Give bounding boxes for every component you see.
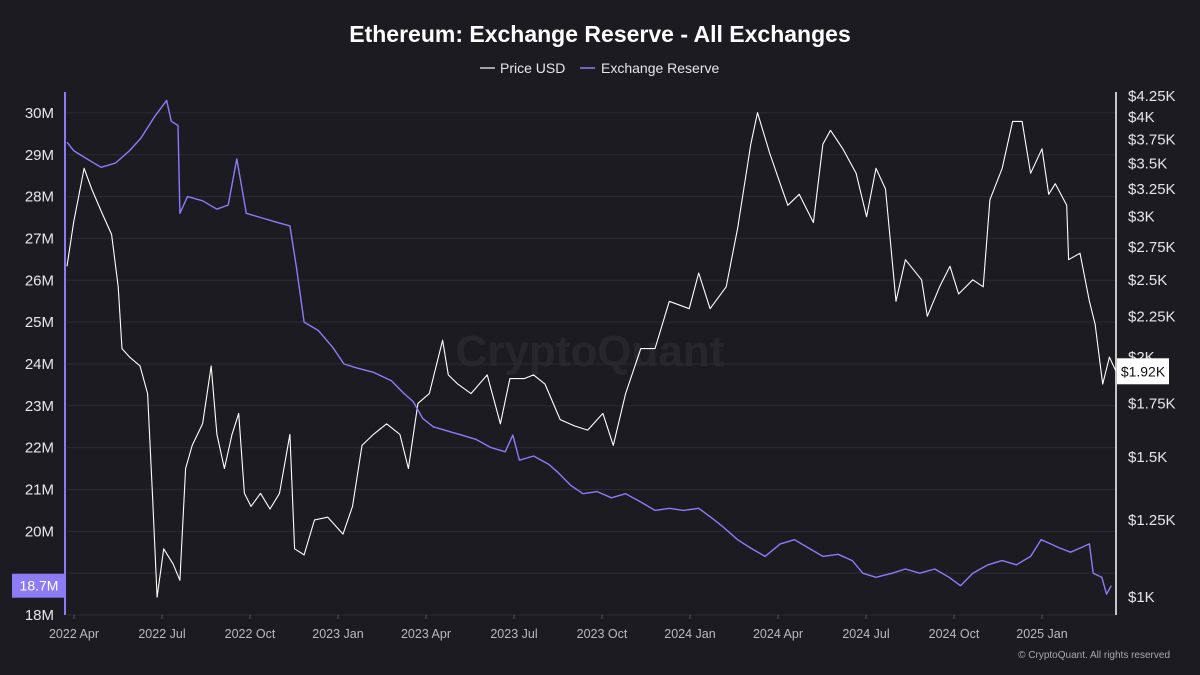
left-tick-label: 18M [25, 607, 54, 624]
x-tick-label: 2023 Jan [312, 627, 363, 641]
copyright: © CryptoQuant. All rights reserved [1018, 650, 1170, 661]
chart-title: Ethereum: Exchange Reserve - All Exchang… [349, 21, 851, 47]
left-tick-label: 29M [25, 147, 54, 164]
legend-reserve-label[interactable]: Exchange Reserve [601, 60, 720, 76]
x-tick-label: 2025 Jan [1016, 627, 1067, 641]
gridlines [67, 112, 1116, 616]
right-tick-label: $2.5K [1128, 272, 1167, 289]
x-tick-label: 2024 Jul [842, 627, 889, 641]
right-y-axis: $1K$1.25K$1.5K$1.75K$2K$2.25K$2.5K$2.75K… [1115, 88, 1176, 615]
right-tick-label: $1.75K [1128, 395, 1176, 412]
right-tick-label: $3.5K [1128, 155, 1167, 172]
price-current-badge [1117, 358, 1169, 385]
right-tick-label: $2.25K [1128, 308, 1176, 325]
left-tick-label: 24M [25, 356, 54, 373]
value-badges: 18.7M $1.92K [12, 358, 1169, 598]
left-y-axis: 18M 20M 21M 22M 23M 24M 25M 26M 27M 28M 29M 30M [25, 92, 66, 624]
right-tick-label: $4K [1128, 109, 1155, 126]
price-current-value: $1.92K [1121, 363, 1166, 379]
x-axis: 2022 Apr 2022 Jul 2022 Oct 2023 Jan 2023 Apr… [49, 615, 1068, 641]
right-tick-label: $4.25K [1128, 88, 1176, 105]
right-tick-label: $1.25K [1128, 512, 1176, 529]
right-tick-label: $2.75K [1128, 239, 1176, 256]
right-tick-label: $1.5K [1128, 449, 1167, 466]
series-layer [66, 99, 1117, 598]
left-tick-label: 20M [25, 523, 54, 540]
legend[interactable]: Price USD Exchange Reserve [480, 60, 720, 76]
x-tick-label: 2024 Oct [929, 627, 980, 641]
left-tick-label: 27M [25, 230, 54, 247]
x-tick-label: 2023 Jul [490, 627, 537, 641]
x-tick-label: 2023 Apr [401, 627, 451, 641]
x-tick-label: 2023 Oct [577, 627, 628, 641]
left-tick-label: 23M [25, 398, 54, 415]
left-tick-label: 22M [25, 440, 54, 457]
x-tick-label: 2024 Jan [664, 627, 715, 641]
exchange-reserve-line [66, 99, 1112, 595]
right-tick-label: $3.25K [1128, 181, 1176, 198]
x-tick-label: 2022 Oct [225, 627, 276, 641]
right-tick-label: $3.75K [1128, 131, 1176, 148]
left-tick-label: 28M [25, 189, 54, 206]
right-tick-label: $3K [1128, 209, 1155, 226]
legend-price-label[interactable]: Price USD [500, 60, 565, 76]
left-tick-label: 30M [25, 105, 54, 122]
x-tick-label: 2022 Jul [138, 627, 185, 641]
x-tick-label: 2024 Apr [753, 627, 803, 641]
left-tick-label: 26M [25, 272, 54, 289]
price-usd-line [66, 112, 1117, 598]
reserve-current-value: 18.7M [20, 578, 59, 594]
left-tick-label: 21M [25, 481, 54, 498]
left-tick-label: 25M [25, 314, 54, 331]
reserve-current-badge [12, 573, 66, 598]
watermark: CryptoQuant [456, 327, 725, 376]
x-tick-label: 2022 Apr [49, 627, 99, 641]
right-tick-label: $1K [1128, 589, 1155, 606]
